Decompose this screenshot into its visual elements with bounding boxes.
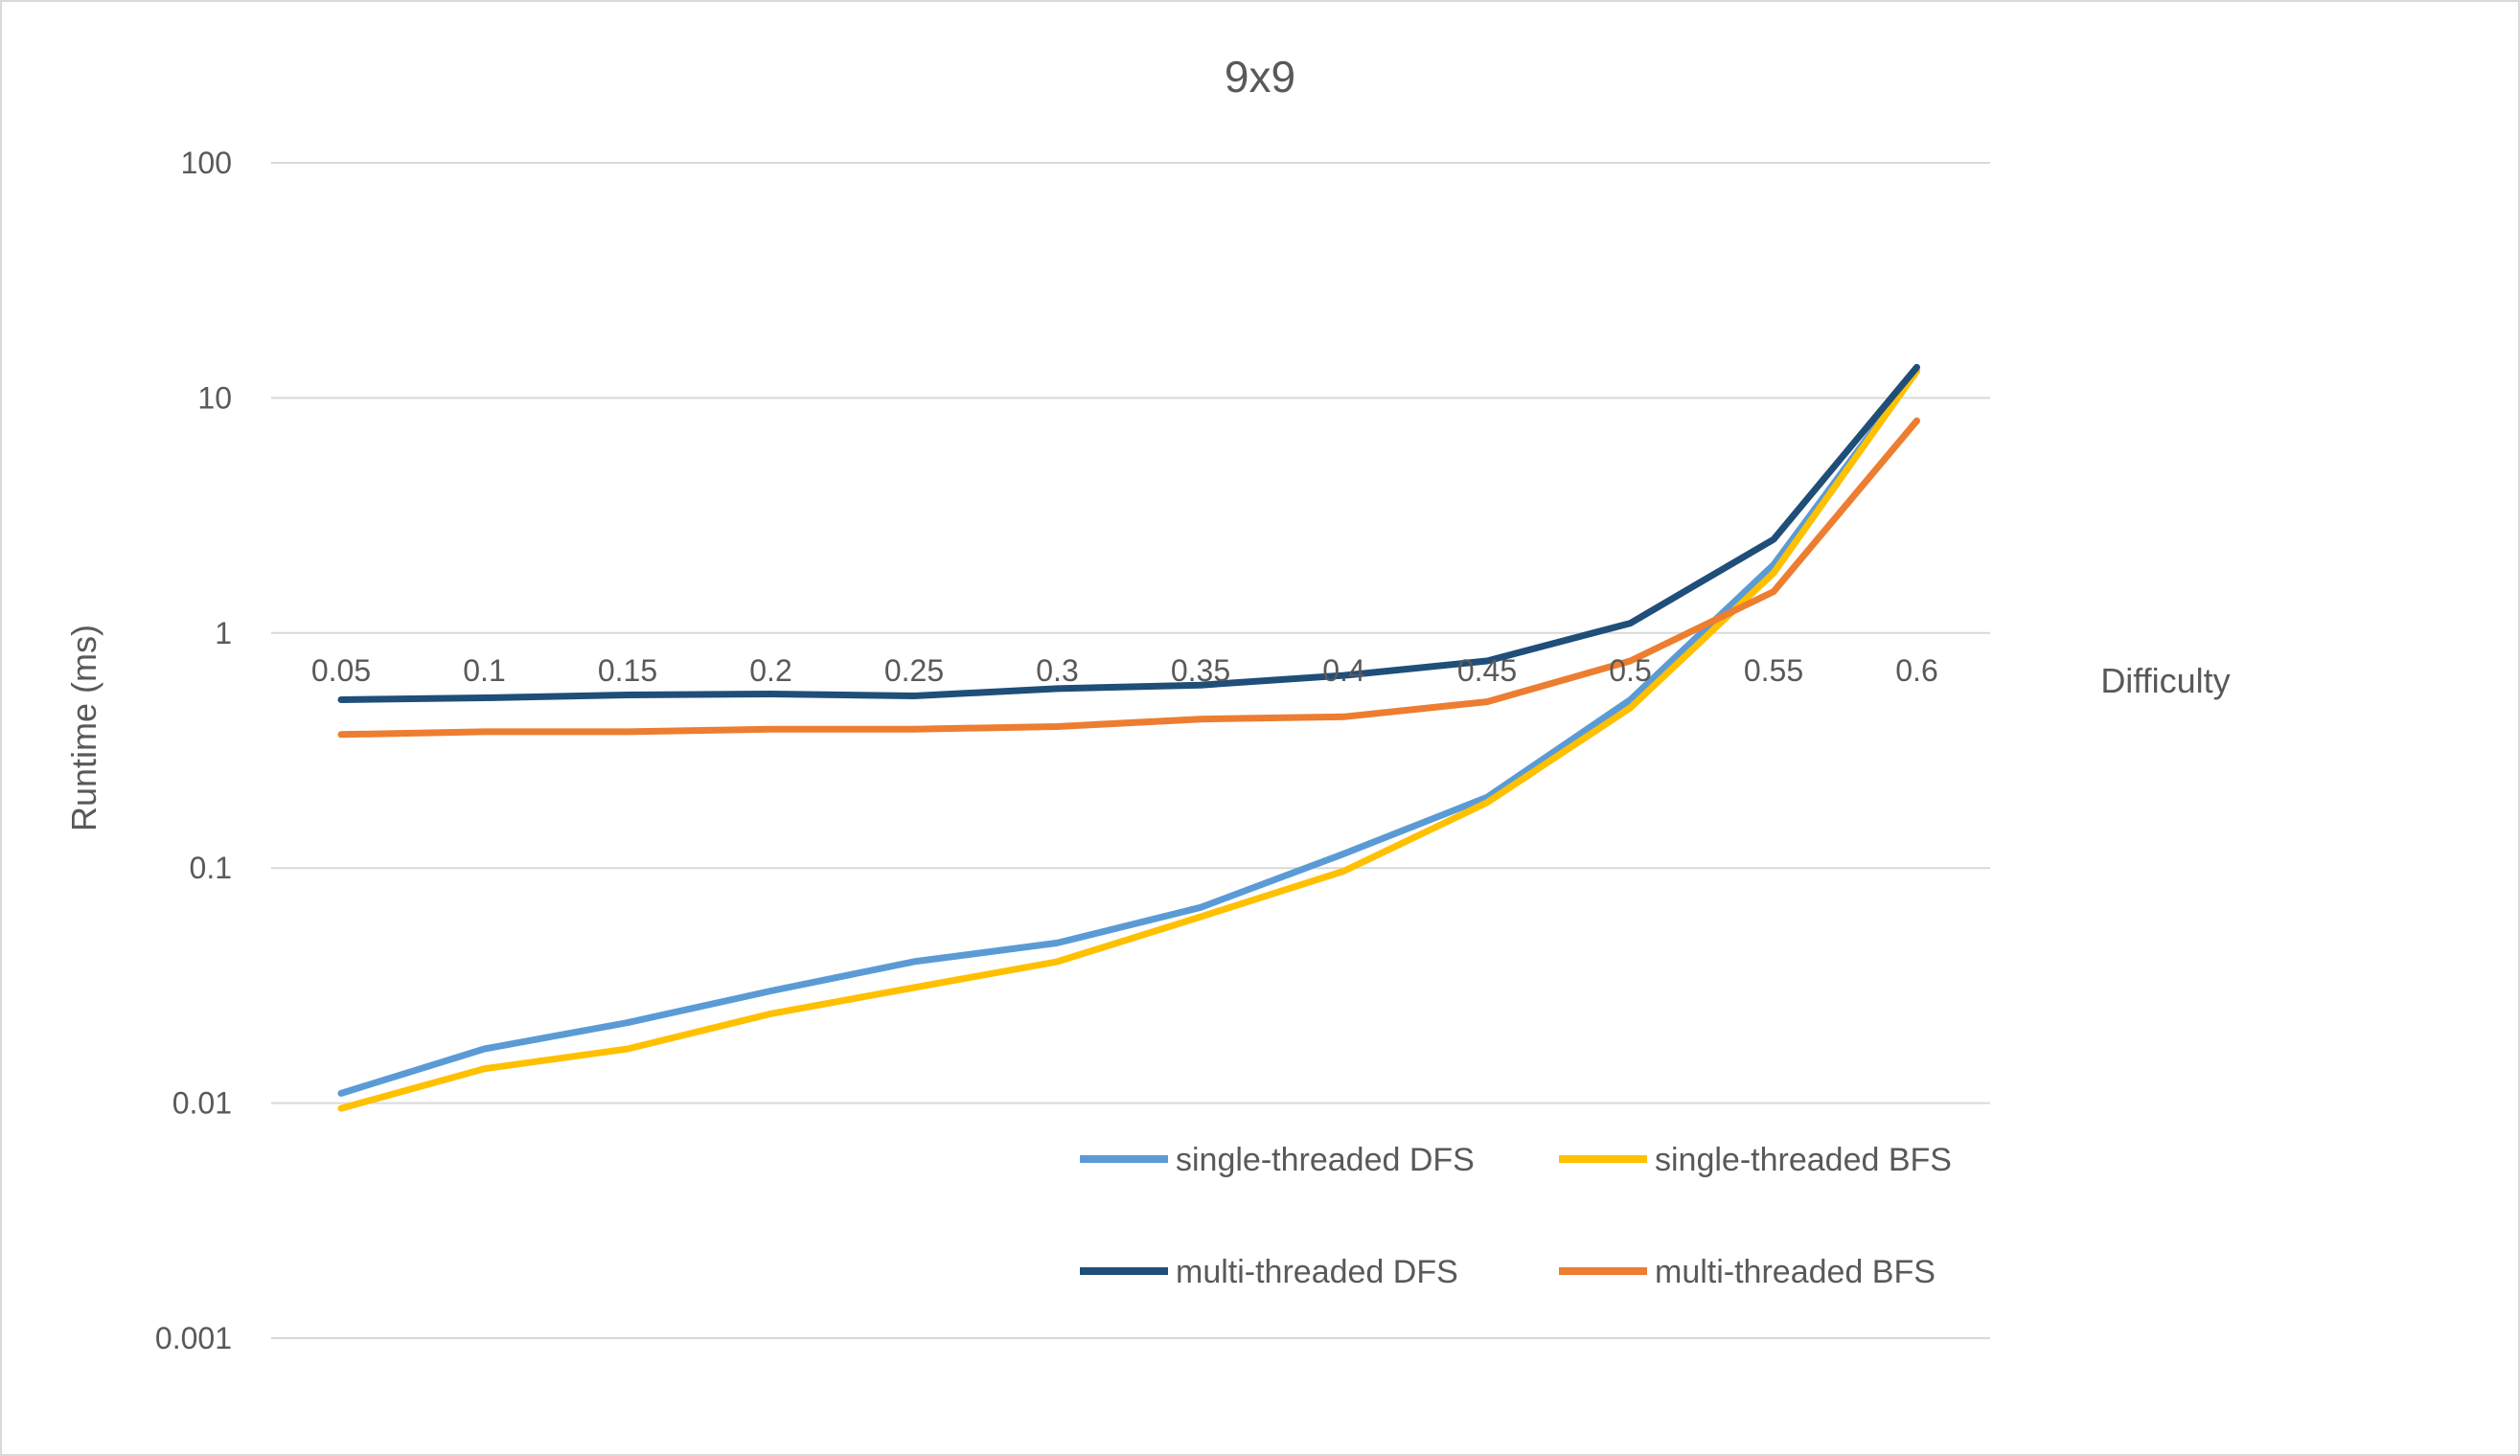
- series-lines: [337, 363, 1920, 1112]
- x-tick-label: 0.6: [1895, 653, 1937, 688]
- y-tick-label: 0.001: [155, 1321, 232, 1355]
- y-axis-ticks: 100 10 1 0.1 0.01 0.001: [155, 146, 232, 1355]
- legend-label: multi-threaded BFS: [1655, 1254, 1936, 1290]
- series-line-4: [337, 417, 1920, 739]
- series-line-2: [337, 367, 1920, 1112]
- x-tick-label: 0.25: [884, 653, 944, 688]
- x-tick-label: 0.55: [1744, 653, 1803, 688]
- x-axis-title: Difficulty: [2100, 661, 2230, 700]
- legend-item: single-threaded BFS: [1559, 1142, 1952, 1178]
- y-tick-label: 10: [197, 380, 232, 415]
- x-tick-label: 0.2: [749, 653, 791, 688]
- x-tick-label: 0.3: [1036, 653, 1078, 688]
- legend-item: single-threaded DFS: [1080, 1142, 1475, 1178]
- legend-label: single-threaded BFS: [1655, 1142, 1952, 1178]
- legend-item: multi-threaded DFS: [1080, 1254, 1458, 1290]
- legend: single-threaded DFS single-threaded BFS mu…: [1080, 1142, 1952, 1290]
- x-tick-label: 0.5: [1609, 653, 1651, 688]
- legend-label: single-threaded DFS: [1176, 1142, 1475, 1178]
- y-tick-label: 0.01: [172, 1086, 232, 1121]
- series-line-1: [337, 367, 1920, 1097]
- x-axis-ticks: 0.05 0.1 0.15 0.2 0.25 0.3 0.35 0.4 0.45 0.5 0.55 0…: [311, 653, 1938, 688]
- x-tick-label: 0.35: [1171, 653, 1230, 688]
- chart-title: 9x9: [1225, 52, 1295, 102]
- legend-label: multi-threaded DFS: [1176, 1254, 1458, 1290]
- y-axis-title: Runtime (ms): [64, 625, 103, 831]
- series-line-3: [337, 363, 1920, 703]
- x-tick-label: 0.45: [1457, 653, 1517, 688]
- y-tick-label: 0.1: [190, 851, 232, 885]
- y-tick-label: 1: [215, 616, 232, 650]
- legend-item: multi-threaded BFS: [1559, 1254, 1936, 1290]
- x-tick-label: 0.05: [311, 653, 371, 688]
- x-tick-label: 0.1: [463, 653, 505, 688]
- x-tick-label: 0.15: [598, 653, 657, 688]
- y-tick-label: 100: [181, 146, 232, 180]
- gridlines: [271, 162, 1990, 1339]
- x-tick-label: 0.4: [1322, 653, 1364, 688]
